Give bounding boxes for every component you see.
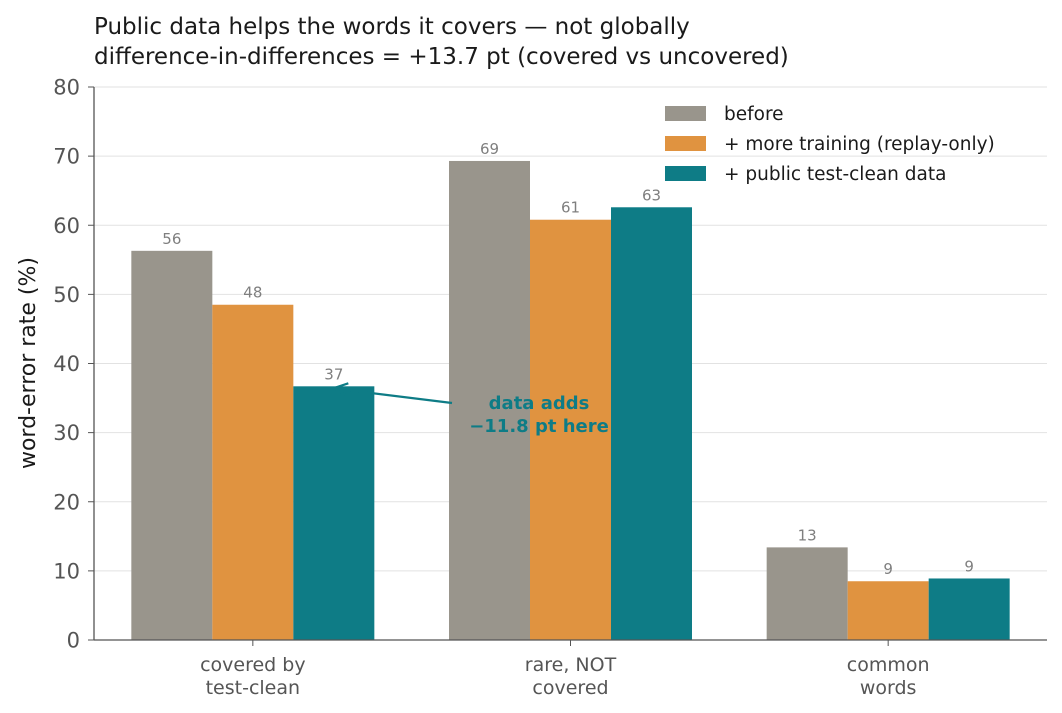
legend: before + more training (replay-only) + pub… [665,104,995,185]
bar [611,207,692,640]
y-axis-label: word-error rate (%) [16,257,41,469]
bar [847,581,929,640]
annotation-text: data adds −11.8 pt here [469,393,609,437]
y-axis: 0 10 20 30 40 50 60 70 80 [53,76,94,653]
bar-value-label: 9 [883,560,893,578]
bar [530,219,611,640]
legend-swatch [665,106,706,121]
legend-item-label: + more training (replay-only) [724,134,995,155]
bar-value-label: 56 [162,230,181,248]
y-tick-label: 60 [53,214,80,238]
bar-value-label: 61 [561,199,580,217]
legend-item-label: + public test-clean data [724,164,946,185]
bar [766,547,848,640]
x-axis: covered by test-clean rare, NOT covered comm… [200,640,930,699]
bar-value-label: 63 [642,186,661,204]
legend-swatch [665,166,706,181]
bar [449,160,530,640]
y-tick-label: 20 [53,490,80,514]
y-tick-label: 50 [53,283,80,307]
annotation-arrowhead [332,382,349,397]
y-tick-label: 0 [67,629,80,653]
legend-swatch [665,136,706,151]
bar-value-label: 48 [243,284,262,302]
chart-subtitle: difference-in-differences = +13.7 pt (co… [94,44,789,70]
bar-value-label: 37 [324,365,343,383]
bar-value-label: 69 [480,140,499,158]
annotation: data adds −11.8 pt here [332,382,609,437]
annotation-arrow [341,388,453,405]
bar-value-label: 9 [964,557,974,575]
bars: 56 48 37 69 61 63 13 9 9 [131,140,1010,641]
y-tick-label: 40 [53,352,80,376]
x-tick-label: rare, NOT covered [525,654,617,699]
bar [212,304,294,640]
bar [131,250,213,641]
bar [293,386,375,640]
legend-item-label: before [724,104,784,125]
y-tick-label: 30 [53,421,80,445]
x-tick-label: common words [847,654,930,699]
y-tick-label: 80 [53,76,80,100]
bar-value-label: 13 [798,526,817,544]
y-tick-label: 10 [53,559,80,583]
y-tick-label: 70 [53,145,80,169]
bar [928,578,1010,640]
x-tick-label: covered by test-clean [200,654,306,699]
chart-title: Public data helps the words it covers — … [94,14,690,40]
